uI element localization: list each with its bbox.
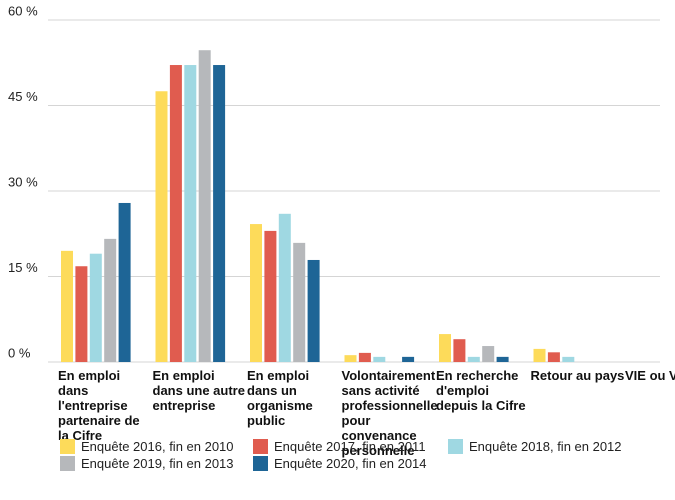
bar	[264, 230, 277, 362]
bar	[278, 213, 291, 362]
legend-label: Enquête 2020, fin en 2014	[274, 456, 427, 471]
bar	[155, 91, 168, 362]
bar	[562, 356, 575, 362]
bar	[482, 346, 495, 362]
bar	[169, 65, 182, 362]
legend-label: Enquête 2017, fin en 2011	[274, 439, 426, 454]
legend-item: Enquête 2016, fin en 2010	[60, 439, 234, 454]
bar	[467, 356, 480, 362]
bar	[61, 250, 73, 362]
legend-swatch	[448, 439, 463, 454]
legend-swatch	[60, 439, 75, 454]
x-tick-label: En recherche d'emploi depuis la Cifre	[436, 368, 526, 413]
y-tick-label: 45 %	[8, 89, 38, 104]
legend-item: Enquête 2020, fin en 2014	[253, 456, 427, 471]
x-tick-label: VIE ou VIA	[625, 368, 675, 383]
x-tick-label: En emploi dans un organisme public	[247, 368, 313, 428]
legend-label: Enquête 2018, fin en 2012	[469, 439, 622, 454]
bar	[89, 253, 102, 362]
bar	[439, 334, 451, 362]
y-tick-label: 15 %	[8, 260, 38, 275]
legend-item: Enquête 2018, fin en 2012	[448, 439, 622, 454]
x-tick-label: En emploi dans l'entreprise partenaire d…	[58, 368, 140, 443]
bar	[453, 339, 466, 362]
y-tick-label: 0 %	[8, 345, 31, 360]
y-tick-label: 30 %	[8, 174, 38, 189]
bar	[358, 352, 371, 362]
bar	[198, 50, 211, 363]
legend-label: Enquête 2016, fin en 2010	[81, 439, 234, 454]
x-tick-label: Volontairement sans activité professionn…	[341, 368, 438, 458]
legend-swatch	[60, 456, 75, 471]
bar	[75, 266, 88, 362]
legend-item: Enquête 2019, fin en 2013	[60, 456, 234, 471]
bar	[402, 356, 415, 362]
bar	[104, 238, 117, 362]
bar	[213, 65, 226, 362]
bar	[250, 224, 262, 362]
bar	[373, 356, 386, 362]
legend-label: Enquête 2019, fin en 2013	[81, 456, 234, 471]
x-tick-label: En emploi dans une autre entreprise	[152, 368, 245, 413]
bar	[307, 259, 320, 362]
bar	[344, 355, 357, 362]
legend-item: Enquête 2017, fin en 2011	[253, 439, 426, 454]
legend-swatch	[253, 456, 268, 471]
bar	[184, 65, 197, 362]
bar	[118, 202, 131, 362]
bar	[293, 242, 306, 362]
legend-swatch	[253, 439, 268, 454]
x-tick-label: Retour au pays	[530, 368, 625, 383]
bar	[533, 348, 546, 362]
bar	[496, 356, 509, 362]
y-tick-label: 60 %	[8, 3, 38, 18]
bar	[547, 352, 560, 362]
